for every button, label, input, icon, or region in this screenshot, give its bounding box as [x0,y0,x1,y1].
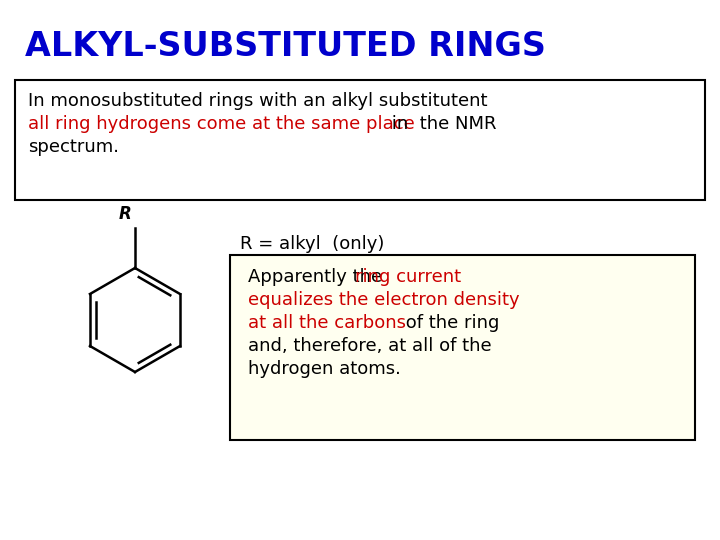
Text: in  the NMR: in the NMR [386,115,497,133]
Text: Apparently the: Apparently the [248,268,388,286]
Text: at all the carbons: at all the carbons [248,314,406,332]
Text: hydrogen atoms.: hydrogen atoms. [248,360,401,378]
Text: ring current: ring current [355,268,461,286]
Text: all ring hydrogens come at the same place: all ring hydrogens come at the same plac… [28,115,415,133]
Bar [15,80,705,200]
Bar [230,255,695,440]
Text: In monosubstituted rings with an alkyl substitutent: In monosubstituted rings with an alkyl s… [28,92,487,110]
Text: R: R [119,205,131,223]
Text: of the ring: of the ring [400,314,500,332]
Text: ALKYL-SUBSTITUTED RINGS: ALKYL-SUBSTITUTED RINGS [25,30,546,63]
Text: and, therefore, at all of the: and, therefore, at all of the [248,337,492,355]
Text: spectrum.: spectrum. [28,138,119,156]
Text: equalizes the electron density: equalizes the electron density [248,291,520,309]
Text: R = alkyl  (only): R = alkyl (only) [240,235,384,253]
